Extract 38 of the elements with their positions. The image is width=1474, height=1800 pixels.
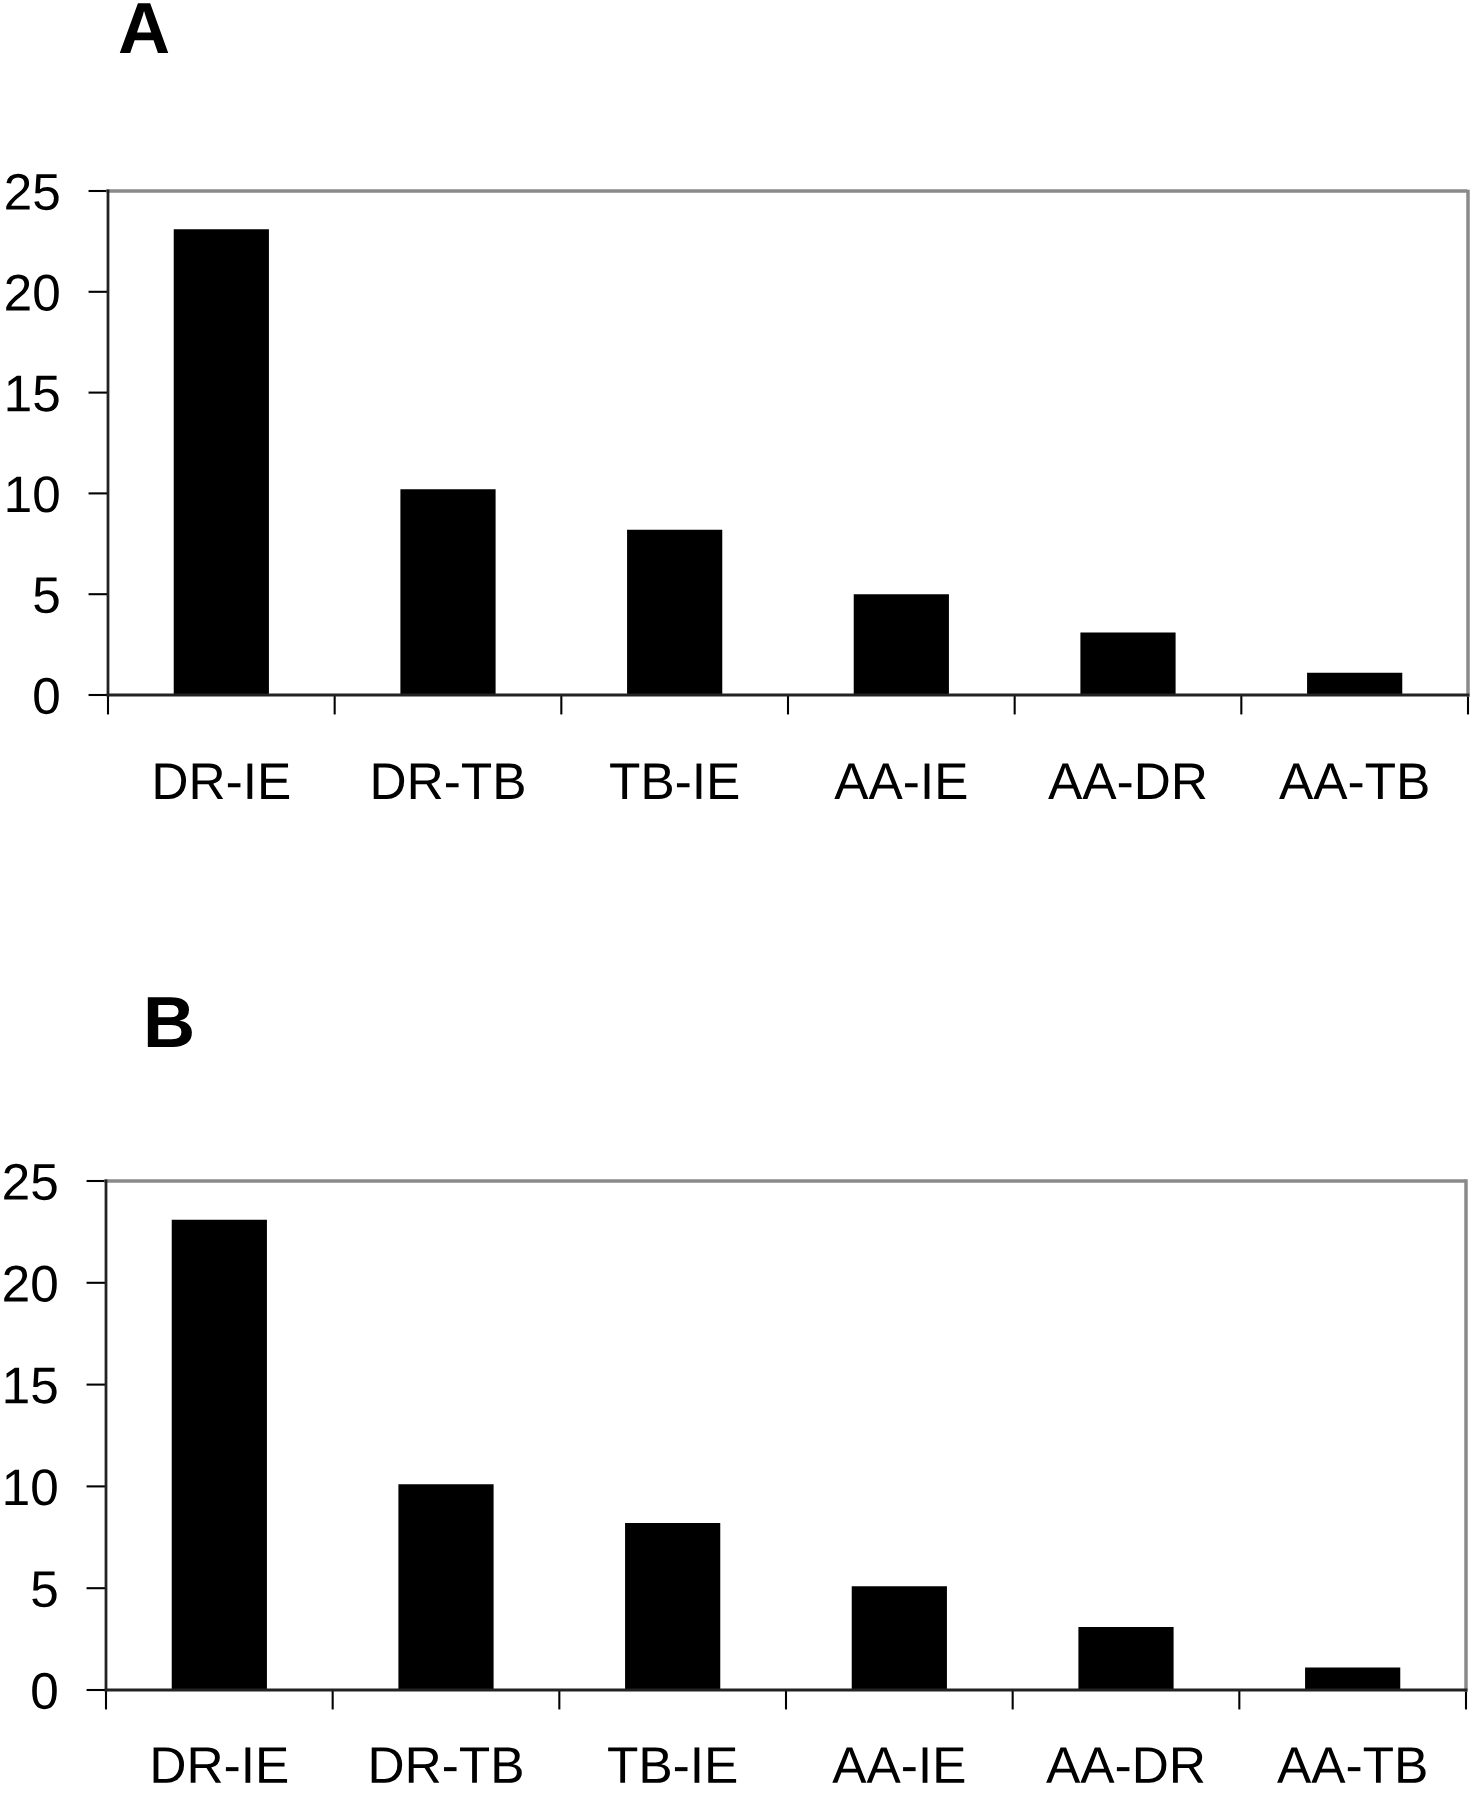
x-tick-label: AA-IE [832,1747,965,1783]
y-tick-label: 0 [34,677,59,715]
bar [627,529,723,695]
bar [173,229,269,695]
bar [851,1586,947,1690]
x-tick-label: AA-IE [834,763,967,799]
y-tick-label: 5 [34,577,59,614]
bar [853,594,949,695]
x-tick-label: TB-IE [608,1747,737,1783]
x-tick-label: DR-TB [373,763,524,799]
y-tick-label: 25 [6,173,59,211]
x-tick-label: AA-DR [1048,763,1206,799]
bar [400,489,496,695]
chart-title: B [147,997,192,1047]
y-tick-label: 15 [7,375,59,412]
y-tick-label: 5 [32,1571,57,1608]
bar [625,1523,721,1690]
x-tick-label: DR-TB [371,1747,522,1783]
x-tick-label: AA-TB [1279,763,1428,799]
y-tick-label: 20 [4,1265,57,1302]
bar [1080,632,1176,695]
bar [171,1219,267,1690]
bar [398,1484,494,1690]
x-tick-label: TB-IE [610,763,739,799]
x-tick-label: DR-IE [153,1747,288,1783]
x-tick-label: DR-IE [155,763,290,799]
y-tick-label: 15 [5,1367,57,1404]
x-tick-label: AA-TB [1277,1747,1426,1783]
bar [1078,1626,1174,1690]
y-tick-label: 10 [5,1469,57,1506]
y-tick-label: 10 [7,476,59,513]
y-tick-label: 0 [32,1672,57,1710]
bar [1307,672,1403,695]
bar [1305,1667,1401,1690]
y-tick-label: 20 [6,274,59,311]
chart-title: A [119,3,169,53]
y-tick-label: 25 [4,1163,57,1201]
x-tick-label: AA-DR [1046,1747,1204,1783]
